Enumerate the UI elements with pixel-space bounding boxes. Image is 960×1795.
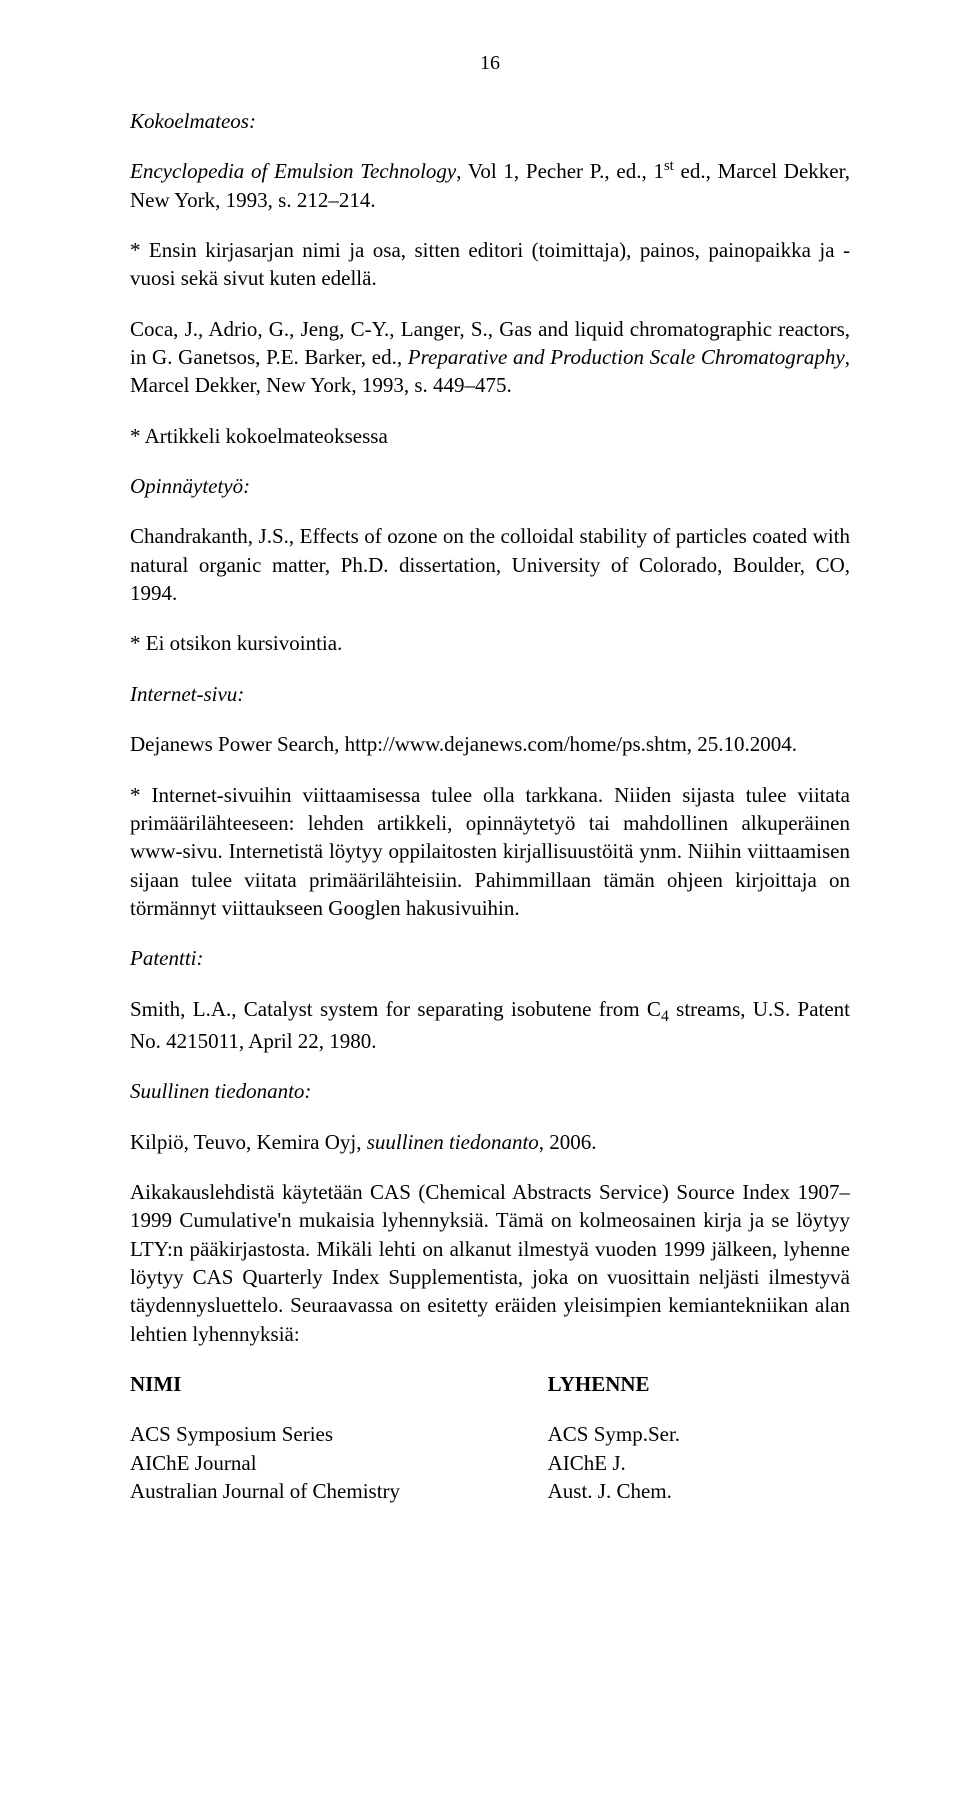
reference-smith: Smith, L.A., Catalyst system for separat… <box>130 995 850 1056</box>
reference-dejanews: Dejanews Power Search, http://www.dejane… <box>130 730 850 758</box>
col-header-nimi: NIMI <box>130 1370 504 1398</box>
col-header-lyhenne: LYHENNE <box>548 1370 850 1398</box>
ref-text-tail: , 2006. <box>539 1130 597 1154</box>
italic-text: suullinen tiedonanto <box>367 1130 539 1154</box>
reference-chandrakanth: Chandrakanth, J.S., Effects of ozone on … <box>130 522 850 607</box>
note-internet: * Internet-sivuihin viittaamisessa tulee… <box>130 781 850 923</box>
column-headers: NIMI LYHENNE <box>130 1370 850 1398</box>
reference-encyclopedia: Encyclopedia of Emulsion Technology, Vol… <box>130 157 850 214</box>
superscript-st: st <box>664 158 674 174</box>
journal-abbrev: AIChE J. <box>548 1449 850 1477</box>
page-number: 16 <box>130 50 850 77</box>
heading-kokoelmateos: Kokoelmateos: <box>130 107 850 135</box>
reference-coca: Coca, J., Adrio, G., Jeng, C-Y., Langer,… <box>130 315 850 400</box>
title-text: Preparative and Production Scale Chromat… <box>408 345 845 369</box>
heading-patentti: Patentti: <box>130 944 850 972</box>
note-kursivointia: * Ei otsikon kursivointia. <box>130 629 850 657</box>
ref-text: Smith, L.A., Catalyst system for separat… <box>130 997 661 1021</box>
heading-suullinen: Suullinen tiedonanto: <box>130 1077 850 1105</box>
journal-name: AIChE Journal <box>130 1449 504 1477</box>
heading-internet: Internet-sivu: <box>130 680 850 708</box>
journal-list: ACS Symposium Series ACS Symp.Ser. AIChE… <box>130 1420 850 1505</box>
journal-abbrev: ACS Symp.Ser. <box>548 1420 850 1448</box>
journal-row: AIChE Journal AIChE J. <box>130 1449 850 1477</box>
reference-kilpio: Kilpiö, Teuvo, Kemira Oyj, suullinen tie… <box>130 1128 850 1156</box>
journal-row: Australian Journal of Chemistry Aust. J.… <box>130 1477 850 1505</box>
journal-abbrev: Aust. J. Chem. <box>548 1477 850 1505</box>
heading-opinnaytetyo: Opinnäytetyö: <box>130 472 850 500</box>
journal-name: ACS Symposium Series <box>130 1420 504 1448</box>
note-kirjasarja: * Ensin kirjasarjan nimi ja osa, sitten … <box>130 236 850 293</box>
paragraph-cas: Aikakauslehdistä käytetään CAS (Chemical… <box>130 1178 850 1348</box>
page-content: 16 Kokoelmateos: Encyclopedia of Emulsio… <box>0 0 960 1587</box>
ref-text: , Vol 1, Pecher P., ed., 1 <box>456 159 664 183</box>
journal-row: ACS Symposium Series ACS Symp.Ser. <box>130 1420 850 1448</box>
journal-name: Australian Journal of Chemistry <box>130 1477 504 1505</box>
note-artikkeli: * Artikkeli kokoelmateoksessa <box>130 422 850 450</box>
title-text: Encyclopedia of Emulsion Technology <box>130 159 456 183</box>
ref-text: Kilpiö, Teuvo, Kemira Oyj, <box>130 1130 367 1154</box>
subscript-4: 4 <box>661 1008 669 1025</box>
